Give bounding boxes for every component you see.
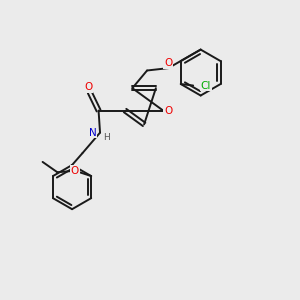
Text: H: H — [103, 133, 110, 142]
Text: O: O — [164, 58, 172, 68]
Text: O: O — [84, 82, 92, 92]
Text: O: O — [164, 106, 172, 116]
Text: O: O — [71, 166, 79, 176]
Text: N: N — [89, 128, 97, 138]
Text: Cl: Cl — [200, 80, 211, 91]
